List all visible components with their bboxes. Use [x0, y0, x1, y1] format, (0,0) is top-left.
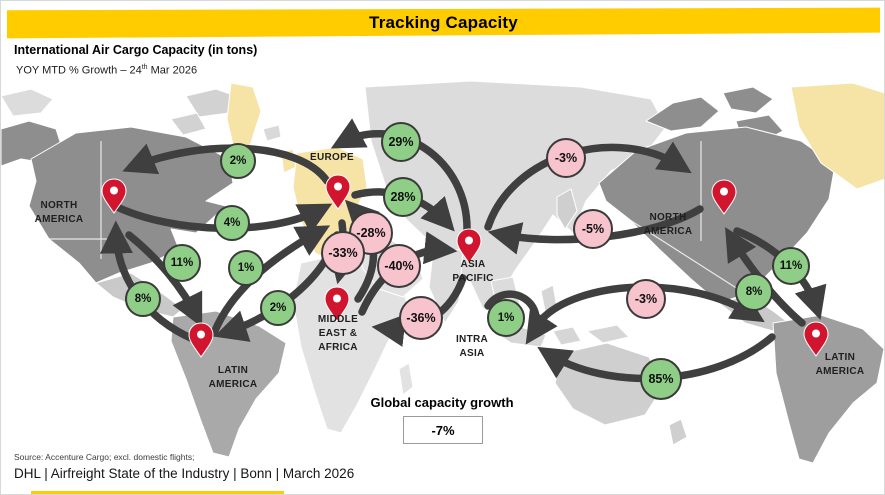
flow-badge-europe-to-north-america: 2%	[220, 143, 256, 179]
subtitle-prefix: YOY MTD % Growth – 24	[16, 64, 142, 77]
region-label-north-america-east: NORTH AMERICA	[643, 212, 693, 237]
region-label-asia-pacific: ASIA PACIFIC	[452, 259, 494, 284]
flow-badge-north-america-to-latin-america: 11%	[163, 244, 201, 282]
flow-badge-asia-pacific-to-middle-east: -36%	[399, 296, 443, 340]
global-growth-label: Global capacity growth	[370, 395, 514, 410]
flow-badge-europe-to-asia-pacific: 28%	[383, 177, 423, 217]
flow-badge-middle-east-to-asia-pacific: -40%	[377, 244, 421, 288]
region-label-latin-america-east: LATIN AMERICA	[815, 352, 865, 377]
region-label-latin-america-west: LATIN AMERICA	[208, 365, 258, 390]
flow-badge-asia-to-latin-america: -3%	[626, 279, 666, 319]
flow-badge-north-america-to-asia-pacific: -5%	[573, 209, 613, 249]
flow-badge-latin-america-to-north-america-east: 8%	[735, 273, 773, 311]
pin-asia-pacific	[456, 228, 482, 264]
global-growth-value: -7%	[403, 416, 483, 444]
pin-latin-america-west	[188, 322, 214, 358]
pin-middle-east-africa	[324, 286, 350, 322]
flow-badge-north-america-to-europe: 4%	[214, 205, 250, 241]
page-title: Tracking Capacity	[369, 13, 518, 32]
region-label-north-america-west: NORTH AMERICA	[34, 200, 84, 225]
pin-latin-america-east	[803, 321, 829, 357]
flow-badge-europe-to-middle-east: -33%	[321, 231, 365, 275]
flow-badge-europe-to-latin-america: 2%	[260, 290, 296, 326]
flow-badge-asia-pacific-to-europe: 29%	[381, 122, 421, 162]
location-pins	[101, 174, 829, 358]
pin-north-america-west	[101, 178, 127, 214]
title-banner: Tracking Capacity	[7, 7, 880, 39]
arrow-asia-pacific-to-europe	[330, 118, 471, 236]
flow-badge-latin-america-to-asia: 85%	[640, 358, 682, 400]
pin-north-america-east	[711, 179, 737, 215]
region-label-middle-east-africa: MIDDLE EAST & AFRICA	[317, 314, 359, 353]
region-label-intra-asia: INTRA ASIA	[455, 334, 489, 359]
chart-title: International Air Cargo Capacity (in ton…	[14, 43, 258, 57]
region-label-europe: EUROPE	[309, 152, 355, 163]
chart-subtitle: YOY MTD % Growth – 24th Mar 2026	[16, 64, 197, 77]
subtitle-superscript: th	[141, 64, 148, 71]
pin-europe	[325, 174, 351, 210]
flow-badge-intra-asia: 1%	[487, 299, 525, 337]
flow-badge-latin-america-to-north-america: 8%	[125, 281, 161, 317]
flow-badge-latin-america-to-europe: 1%	[228, 250, 264, 286]
flow-badge-asia-pacific-to-north-america: -3%	[546, 138, 586, 178]
flow-badge-north-america-to-latin-america-east: 11%	[772, 247, 810, 285]
arrow-intra-asia-loop	[484, 290, 558, 345]
bottom-yellow-strip	[31, 491, 284, 494]
attribution-line: DHL | Airfreight State of the Industry |…	[14, 466, 355, 481]
source-note: Source: Accenture Cargo; excl. domestic …	[14, 452, 195, 462]
subtitle-suffix: Mar 2026	[147, 64, 198, 77]
